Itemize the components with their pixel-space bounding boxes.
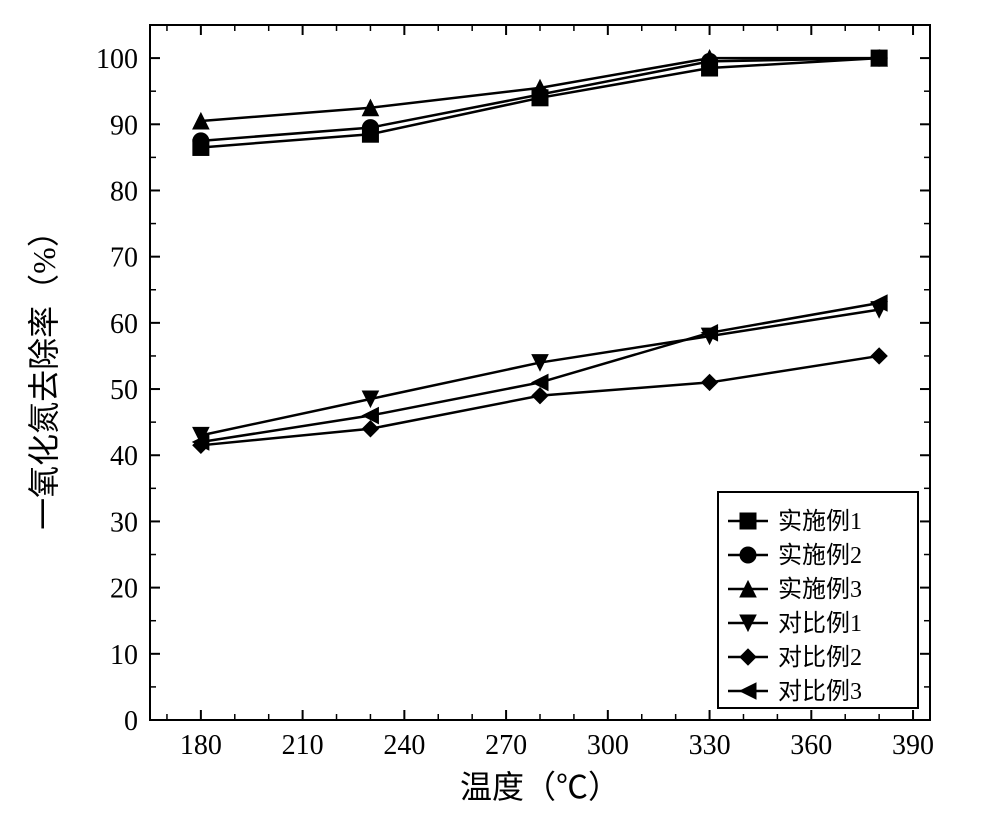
chart-svg: 180 210 240 270 300 330 360 390 0 10 20 30 40 50 60 70 8… (0, 0, 1000, 827)
legend-label-0: 实施例1 (778, 508, 862, 535)
y-tick-label: 90 (110, 110, 138, 141)
x-tick-label: 270 (485, 730, 527, 761)
y-tick-label: 30 (110, 507, 138, 538)
legend-label-2: 实施例3 (778, 576, 862, 603)
x-tick-label: 330 (689, 730, 731, 761)
y-tick-label: 50 (110, 375, 138, 406)
legend-label-1: 实施例2 (778, 542, 862, 569)
x-axis-label: 温度（℃） (460, 769, 620, 805)
y-tick-label: 40 (110, 441, 138, 472)
no-removal-chart: 180 210 240 270 300 330 360 390 0 10 20 30 40 50 60 70 8… (0, 0, 1000, 827)
y-tick-label: 80 (110, 176, 138, 207)
x-tick-label: 360 (790, 730, 832, 761)
y-tick-label: 70 (110, 243, 138, 274)
x-tick-label: 180 (180, 730, 222, 761)
x-tick-label: 390 (892, 730, 934, 761)
y-tick-label: 20 (110, 574, 138, 605)
legend: 实施例1 实施例2 实施例3 对比例1 对比例2 对比例3 (718, 492, 918, 708)
x-tick-label: 240 (383, 730, 425, 761)
x-tick-label: 210 (282, 730, 324, 761)
y-tick-label: 100 (96, 44, 138, 75)
x-tick-label: 300 (587, 730, 629, 761)
series-2 (193, 50, 887, 129)
y-tick-label: 10 (110, 640, 138, 671)
y-tick-label: 60 (110, 309, 138, 340)
y-axis-label: 一氧化氮去除率（%） (26, 215, 62, 530)
legend-label-3: 对比例1 (778, 610, 862, 637)
series-3 (193, 302, 887, 444)
legend-label-4: 对比例2 (778, 644, 862, 671)
y-tick-label: 0 (124, 706, 138, 737)
legend-label-5: 对比例3 (778, 678, 862, 705)
series-5 (193, 295, 887, 450)
